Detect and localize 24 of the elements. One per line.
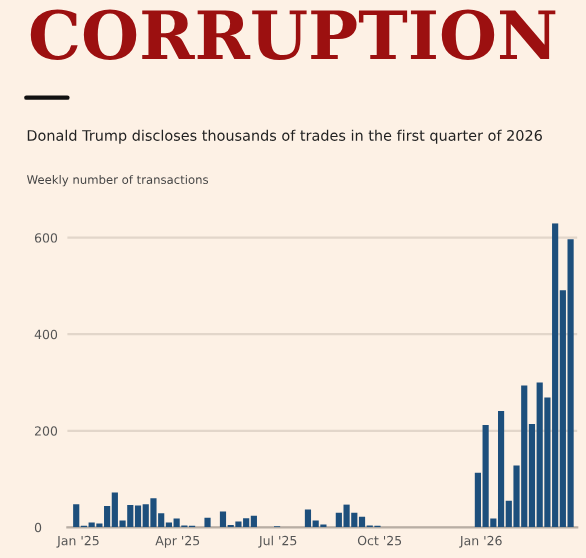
bar <box>235 521 242 528</box>
bar <box>343 504 350 528</box>
bar <box>127 505 134 528</box>
chart-title: CORRUPTION <box>30 9 556 60</box>
bar <box>304 509 312 528</box>
bar <box>250 515 257 528</box>
bar <box>204 517 211 528</box>
bar <box>150 498 157 528</box>
bar <box>497 410 505 528</box>
bar <box>111 492 118 528</box>
bar <box>73 504 80 528</box>
bar <box>552 223 559 528</box>
bar <box>567 239 574 528</box>
bar <box>142 504 149 528</box>
bar <box>243 518 250 528</box>
bar <box>482 424 489 528</box>
bar <box>219 511 227 528</box>
bar <box>358 516 366 528</box>
bar <box>521 385 528 528</box>
bar <box>134 505 142 528</box>
bar <box>351 512 358 528</box>
bar <box>335 512 342 528</box>
bar <box>88 522 95 528</box>
bar <box>536 382 543 528</box>
